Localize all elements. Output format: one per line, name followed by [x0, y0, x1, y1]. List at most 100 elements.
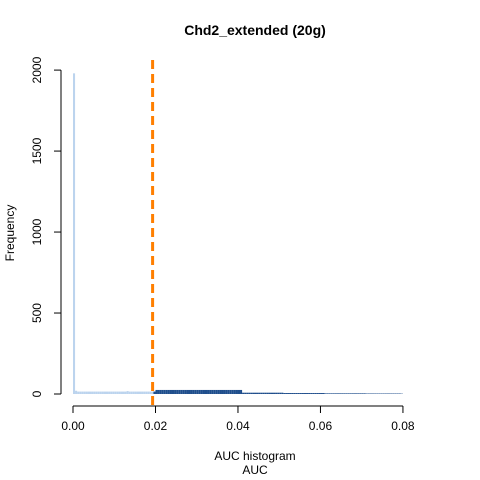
histogram-bar: [289, 393, 292, 394]
histogram-bar: [310, 393, 313, 394]
y-axis: 0 500 1000 1500 2000: [30, 56, 62, 397]
histogram-bar: [279, 392, 282, 394]
histogram-bars: [73, 73, 403, 394]
histogram-bar: [293, 393, 296, 394]
y-tick-label: 2000: [30, 56, 44, 83]
histogram-bar: [159, 389, 162, 394]
histogram-bar: [213, 389, 216, 394]
histogram-bar: [339, 393, 342, 394]
histogram-bar: [219, 389, 222, 394]
histogram-bar: [357, 393, 360, 394]
histogram-bar: [314, 393, 317, 394]
histogram-bar: [345, 393, 348, 394]
histogram-bar: [196, 389, 199, 394]
histogram-bar: [235, 389, 238, 394]
histogram-bar: [268, 392, 271, 394]
histogram-bar: [178, 389, 181, 394]
histogram-bar: [97, 391, 100, 394]
histogram-bar: [231, 389, 234, 394]
histogram-bar: [167, 389, 170, 394]
histogram-bar: [194, 389, 197, 394]
histogram-bar: [324, 393, 327, 394]
histogram-bar: [99, 391, 102, 394]
histogram-bar: [266, 392, 269, 394]
histogram-bar: [262, 392, 265, 394]
histogram-bar: [190, 389, 193, 394]
histogram-bar: [351, 393, 354, 394]
histogram-bar: [130, 391, 133, 394]
histogram-bar: [101, 391, 104, 394]
histogram-bar: [73, 73, 76, 394]
histogram-bar: [188, 389, 191, 394]
histogram-bar: [341, 393, 344, 394]
histogram-bar: [246, 392, 249, 394]
histogram-bar: [242, 392, 245, 394]
histogram-bar: [254, 392, 257, 394]
y-axis-label: Frequency: [3, 205, 17, 262]
histogram-bar: [136, 391, 139, 394]
histogram-bar: [209, 389, 212, 394]
histogram-bar: [155, 389, 158, 394]
histogram-bar: [120, 391, 123, 394]
histogram-bar: [87, 391, 90, 394]
histogram-bar: [229, 389, 232, 394]
histogram-bar: [108, 391, 111, 394]
histogram-bar: [198, 389, 201, 394]
histogram-bar: [114, 391, 117, 394]
histogram-bar: [223, 389, 226, 394]
histogram-bar: [211, 389, 214, 394]
histogram-bar: [359, 393, 362, 394]
histogram-bar: [320, 393, 323, 394]
histogram-bar: [244, 392, 247, 394]
histogram-bar: [303, 393, 307, 394]
histogram-bar: [316, 393, 319, 394]
histogram-bar: [237, 389, 241, 394]
histogram-bar: [258, 392, 261, 394]
histogram-bar: [112, 391, 115, 394]
histogram-bar: [163, 389, 166, 394]
y-tick-label: 0: [30, 390, 44, 397]
histogram-bar: [277, 392, 280, 394]
histogram-bar: [233, 389, 236, 394]
histogram-bar: [308, 393, 311, 394]
histogram-bar: [184, 389, 187, 394]
histogram-bar: [297, 393, 300, 394]
histogram-bar: [328, 393, 331, 394]
histogram-bar: [95, 391, 98, 394]
histogram-bar: [85, 391, 88, 394]
histogram-bar: [260, 392, 263, 394]
histogram-bar: [161, 389, 164, 394]
histogram-bar: [285, 393, 288, 394]
histogram-bar: [204, 389, 208, 394]
histogram-bar: [81, 391, 84, 394]
histogram-bar: [353, 393, 356, 394]
histogram-bar: [79, 391, 82, 394]
x-axis-label: AUC histogram: [214, 449, 295, 463]
y-tick-label: 500: [30, 303, 44, 323]
chart-title: Chd2_extended (20g): [184, 22, 326, 38]
histogram-bar: [176, 389, 179, 394]
histogram-bar: [151, 391, 154, 394]
histogram-bar: [215, 389, 218, 394]
histogram-bar: [118, 391, 121, 394]
histogram-bar: [149, 391, 152, 394]
histogram-bar: [225, 389, 228, 394]
y-tick-label: 1000: [30, 218, 44, 245]
histogram-bar: [182, 389, 185, 394]
histogram-bar: [256, 392, 259, 394]
histogram-bar: [207, 389, 210, 394]
histogram-bar: [132, 391, 135, 394]
histogram-bar: [281, 392, 284, 394]
histogram-bar: [83, 391, 86, 394]
x-tick-label: 0.06: [309, 419, 333, 433]
histogram-bar: [180, 389, 183, 394]
histogram-bar: [217, 389, 220, 394]
histogram-bar: [275, 392, 278, 394]
y-tick-label: 1500: [30, 137, 44, 164]
histogram-bar: [343, 393, 346, 394]
histogram-bar: [157, 389, 160, 394]
histogram-bar: [240, 389, 243, 394]
histogram-bar: [349, 393, 352, 394]
histogram-bar: [134, 391, 137, 394]
histogram-bar: [91, 391, 94, 394]
